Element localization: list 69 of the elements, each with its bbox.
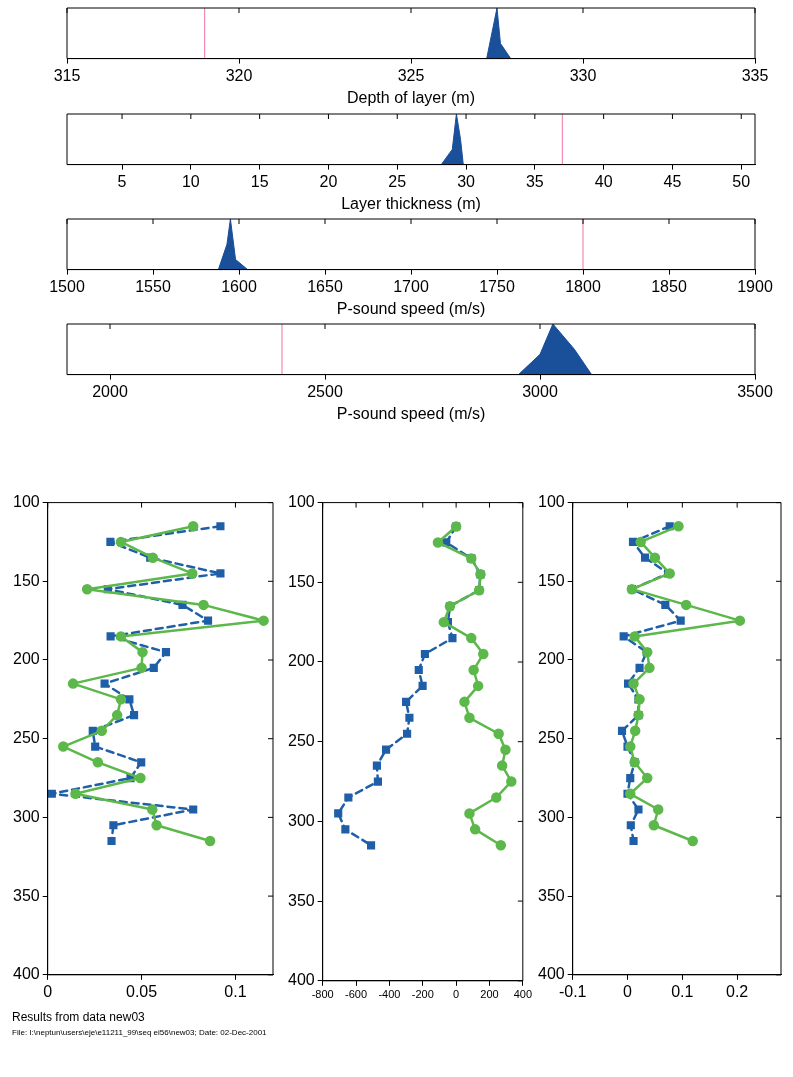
x-tick-label: 315 [53,66,81,84]
y-tick-label: 200 [12,650,40,668]
y-tick-label: 100 [537,493,565,511]
x-tick-label: -400 [378,988,401,1001]
y-tick-label: 200 [537,650,565,668]
x-tick-label: 330 [569,66,597,84]
y-tick-label: 300 [12,807,40,825]
x-tick-label: 0.1 [671,982,694,1000]
x-tick-label: 1550 [135,277,171,295]
y-tick-label: 250 [537,729,565,747]
x-tick-label: 200 [480,988,499,1001]
x-tick-label: 0.1 [224,982,247,1000]
x-tick-label: 1500 [49,277,85,295]
x-tick-label: 0 [623,982,633,1000]
x-tick-label: 2000 [92,382,128,400]
x-tick-label: 0.2 [726,982,749,1000]
x-tick-label: 15 [250,172,269,190]
y-tick-label: 400 [12,965,40,983]
x-axis-title: P-sound speed (m/s) [336,299,486,317]
x-tick-label: -0.1 [558,982,587,1000]
y-tick-label: 250 [12,729,40,747]
y-tick-label: 150 [287,572,315,590]
x-tick-label: 3500 [737,382,773,400]
x-tick-label: 320 [225,66,253,84]
text: File: I:\neptun\users\eje\e11211_99\seq ei56\new03; Date: 02-Dec-2001 [12,1028,267,1037]
x-tick-label: 1700 [393,277,429,295]
y-tick-label: 150 [537,571,565,589]
x-tick-label: 1750 [479,277,515,295]
text: Results from data new03 [12,1010,145,1024]
x-tick-label: -800 [311,988,334,1001]
y-tick-label: 250 [287,732,315,750]
y-tick-label: 350 [287,891,315,909]
x-tick-label: 2500 [307,382,343,400]
x-tick-label: 0.05 [126,982,158,1000]
x-tick-label: 3000 [522,382,558,400]
x-tick-label: 1600 [221,277,257,295]
x-tick-label: 1800 [565,277,601,295]
x-tick-label: 20 [319,172,338,190]
x-tick-label: 0 [453,988,460,1001]
x-tick-label: 50 [732,172,751,190]
x-tick-label: 40 [594,172,613,190]
y-tick-label: 400 [287,971,315,989]
y-tick-label: 350 [12,886,40,904]
x-tick-label: 5 [117,172,127,190]
y-tick-label: 200 [287,652,315,670]
x-tick-label: 0 [43,982,53,1000]
x-axis-title: P-sound speed (m/s) [336,404,486,422]
x-axis-title: Layer thickness (m) [341,194,481,212]
y-tick-label: 400 [537,965,565,983]
x-tick-label: -200 [411,988,434,1001]
x-tick-label: 335 [741,66,769,84]
x-tick-label: 35 [525,172,544,190]
y-tick-label: 300 [287,811,315,829]
y-tick-label: 100 [287,493,315,511]
x-tick-label: 30 [457,172,476,190]
x-tick-label: -600 [345,988,368,1001]
x-tick-label: 1850 [651,277,687,295]
x-axis-title: Depth of layer (m) [346,88,476,106]
y-tick-label: 350 [537,886,565,904]
y-tick-label: 150 [12,571,40,589]
x-tick-label: 1900 [737,277,773,295]
x-tick-label: 25 [388,172,407,190]
x-tick-label: 325 [397,66,425,84]
x-tick-label: 45 [663,172,682,190]
x-tick-label: 1650 [307,277,343,295]
x-tick-label: 400 [513,988,532,1001]
x-tick-label: 10 [181,172,200,190]
y-tick-label: 100 [12,493,40,511]
y-tick-label: 300 [537,807,565,825]
